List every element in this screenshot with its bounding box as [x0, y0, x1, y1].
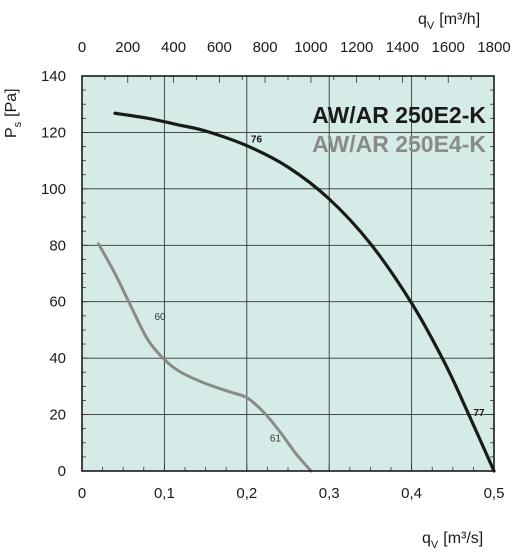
point-labels: 76 77 60 61	[155, 134, 485, 444]
y-axis-title-subscript: s	[12, 121, 24, 127]
top-tick-label: 600	[207, 39, 232, 56]
top-tick-label: 1600	[432, 39, 465, 56]
y-tick-label: 40	[49, 350, 66, 367]
operating-point-label: 76	[251, 134, 263, 145]
tick-labels: 0 0,1 0,2 0,3 0,4 0,50 200 400 600 800 1000 1200 140…	[41, 39, 511, 502]
y-axis-title-unit: [Pa]	[3, 88, 20, 116]
top-tick-label: 1000	[294, 39, 327, 56]
x-axis-title-subscript: V	[431, 539, 439, 551]
operating-point-label: 60	[155, 312, 167, 323]
x-axis-title-symbol: q	[422, 530, 431, 547]
y-tick-label: 0	[58, 463, 66, 480]
top-tick-label: 1800	[477, 39, 510, 56]
x-tick-label: 0,2	[236, 485, 257, 502]
top-tick-label: 400	[161, 39, 186, 56]
y-axis-title: Ps [Pa]	[3, 88, 24, 138]
plot-area	[82, 76, 494, 471]
top-tick-label: 1200	[340, 39, 373, 56]
top-axis-title-subscript: V	[427, 20, 435, 32]
operating-point-label: 61	[270, 433, 282, 444]
x-tick-label: 0,4	[401, 485, 422, 502]
x-tick-label: 0,5	[484, 485, 505, 502]
series-line-2	[96, 242, 313, 473]
top-tick-label: 1400	[386, 39, 419, 56]
x-tick-label: 0,3	[319, 485, 340, 502]
series-lines	[96, 111, 496, 473]
y-axis-title-symbol: P	[3, 127, 20, 138]
top-tick-label: 200	[115, 39, 140, 56]
y-tick-label: 20	[49, 407, 66, 424]
top-axis-title-unit: [m³/h]	[439, 11, 480, 28]
x-axis-title: qV [m³/s]	[422, 530, 483, 551]
top-tick-label: 0	[78, 39, 86, 56]
top-tick-label: 800	[253, 39, 278, 56]
y-tick-label: 60	[49, 294, 66, 311]
y-tick-label: 100	[41, 181, 66, 198]
x-tick-label: 0	[78, 485, 86, 502]
grid	[82, 76, 494, 471]
y-tick-label: 80	[49, 237, 66, 254]
top-axis-title: qV [m³/h]	[418, 11, 480, 32]
top-axis-title-symbol: q	[418, 11, 427, 28]
operating-point-label: 77	[473, 408, 485, 419]
y-tick-label: 120	[41, 124, 66, 141]
legend-series-2: AW/AR 250E4-K	[312, 131, 486, 157]
x-axis-title-unit: [m³/s]	[443, 530, 483, 547]
series-line-1	[113, 111, 496, 473]
plot-frame	[81, 75, 495, 472]
legend-series-1: AW/AR 250E2-K	[312, 102, 486, 128]
y-tick-label: 140	[41, 68, 66, 85]
x-tick-label: 0,1	[154, 485, 175, 502]
legend: AW/AR 250E2-K AW/AR 250E4-K	[312, 102, 486, 157]
